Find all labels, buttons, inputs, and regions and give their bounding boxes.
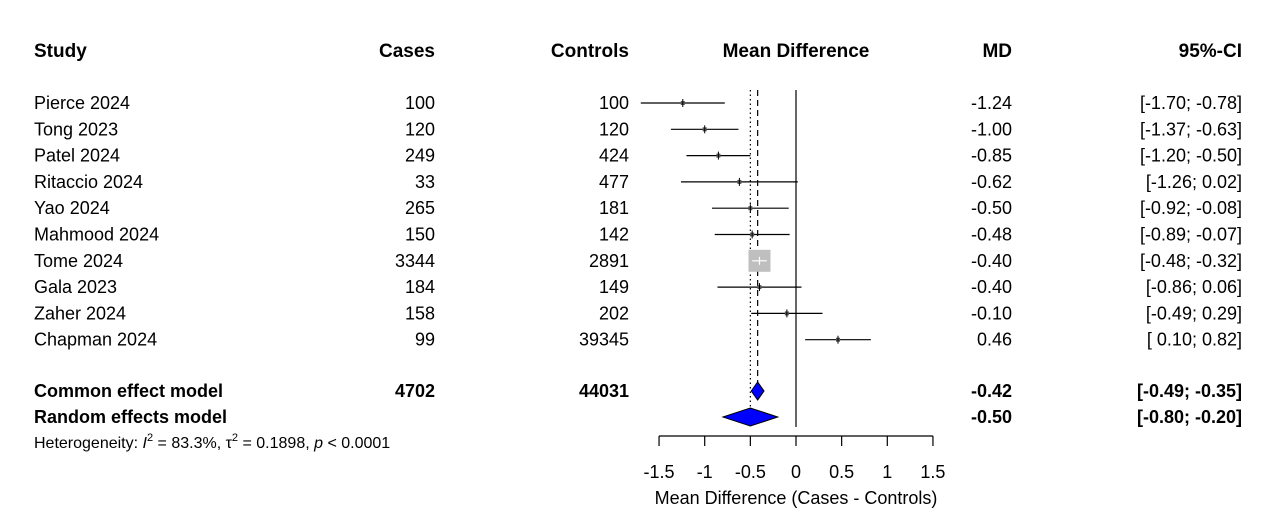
md-value: -0.40 [971,277,1012,297]
study-name: Gala 2023 [34,277,117,297]
x-tick-label: -1 [697,462,713,482]
study-name: Chapman 2024 [34,330,157,350]
ci-value: [-0.89; -0.07] [1140,225,1242,245]
controls-count: 142 [599,225,629,245]
common-controls-total: 44031 [579,381,629,401]
common-md-value: -0.42 [971,381,1012,401]
ci-value: [-0.92; -0.08] [1140,198,1242,218]
table-row: Mahmood 2024 150 142 -0.48 [-0.89; -0.07] [34,225,1242,245]
common-ci-value: [-0.49; -0.35] [1137,381,1242,401]
ci-value: [-1.70; -0.78] [1140,93,1242,113]
md-value: 0.46 [977,330,1012,350]
controls-count: 2891 [589,251,629,271]
cases-count: 249 [405,146,435,166]
cases-count: 265 [405,198,435,218]
header-md: MD [982,41,1012,62]
table-row: Ritaccio 2024 33 477 -0.62 [-1.26; 0.02] [34,172,1242,192]
md-value: -0.50 [971,198,1012,218]
md-value: -0.10 [971,303,1012,323]
header-mean-difference: Mean Difference [723,41,870,62]
plot-area: -1.5 -1 -0.5 0 0.5 1 1.5 [640,90,945,482]
cases-count: 120 [405,119,435,139]
table-row: Patel 2024 249 424 -0.85 [-1.20; -0.50] [34,146,1242,166]
random-effects-label: Random effects model [34,407,227,427]
random-effects-row: Random effects model -0.50 [-0.80; -0.20] [34,407,1242,427]
table-row: Zaher 2024 158 202 -0.10 [-0.49; 0.29] [34,303,1242,323]
header-row: Study Cases Controls Mean Difference MD … [34,41,1242,62]
x-axis: -1.5 -1 -0.5 0 0.5 1 1.5 [644,435,945,482]
random-ci-value: [-0.80; -0.20] [1137,407,1242,427]
study-rows: Pierce 2024 100 100 -1.24 [-1.70; -0.78] Tong… [34,93,1242,427]
md-value: -1.24 [971,93,1012,113]
table-row: Chapman 2024 99 39345 0.46 [ 0.10; 0.82] [34,330,1242,350]
controls-count: 202 [599,303,629,323]
study-name: Tome 2024 [34,251,123,271]
ci-value: [-0.49; 0.29] [1146,303,1242,323]
study-name: Pierce 2024 [34,93,130,113]
table-row: Yao 2024 265 181 -0.50 [-0.92; -0.08] [34,198,1242,218]
random-md-value: -0.50 [971,407,1012,427]
study-name: Ritaccio 2024 [34,172,143,192]
header-study: Study [34,41,87,62]
ci-value: [-0.48; -0.32] [1140,251,1242,271]
md-value: -0.85 [971,146,1012,166]
header-cases: Cases [379,41,435,62]
cases-count: 158 [405,303,435,323]
table-row: Pierce 2024 100 100 -1.24 [-1.70; -0.78] [34,93,1242,113]
common-effect-diamond [750,381,765,401]
cases-count: 3344 [395,251,435,271]
header-ci: 95%-CI [1179,41,1242,62]
controls-count: 39345 [579,330,629,350]
common-effect-row: Common effect model 4702 44031 -0.42 [-0.49;… [34,381,1242,401]
md-value: -1.00 [971,119,1012,139]
controls-count: 120 [599,119,629,139]
random-effects-diamond [721,407,780,427]
table-row: Tome 2024 3344 2891 -0.40 [-0.48; -0.32] [34,251,1242,271]
study-name: Mahmood 2024 [34,225,159,245]
study-name: Patel 2024 [34,146,120,166]
controls-count: 100 [599,93,629,113]
common-effect-label: Common effect model [34,381,223,401]
table-row: Tong 2023 120 120 -1.00 [-1.37; -0.63] [34,119,1242,139]
cases-count: 150 [405,225,435,245]
x-tick-label: -1.5 [644,462,675,482]
cases-count: 184 [405,277,435,297]
cases-count: 33 [415,172,435,192]
x-tick-label: 1 [882,462,892,482]
ci-value: [-0.86; 0.06] [1146,277,1242,297]
common-cases-total: 4702 [395,381,435,401]
cases-count: 100 [405,93,435,113]
ci-value: [-1.26; 0.02] [1146,172,1242,192]
x-tick-label: 0.5 [829,462,854,482]
md-value: -0.40 [971,251,1012,271]
table-row: Gala 2023 184 149 -0.40 [-0.86; 0.06] [34,277,1242,297]
controls-count: 477 [599,172,629,192]
x-tick-label: 0 [791,462,801,482]
md-value: -0.62 [971,172,1012,192]
controls-count: 149 [599,277,629,297]
x-tick-label: 1.5 [920,462,945,482]
study-name: Yao 2024 [34,198,110,218]
ci-value: [ 0.10; 0.82] [1147,330,1242,350]
header-controls: Controls [551,41,629,62]
heterogeneity-text: Heterogeneity: I2 = 83.3%, τ2 = 0.1898, … [34,432,390,452]
controls-count: 424 [599,146,629,166]
x-axis-label: Mean Difference (Cases - Controls) [655,488,938,508]
ci-value: [-1.20; -0.50] [1140,146,1242,166]
x-tick-label: -0.5 [735,462,766,482]
study-name: Zaher 2024 [34,303,126,323]
ci-value: [-1.37; -0.63] [1140,119,1242,139]
study-name: Tong 2023 [34,119,118,139]
md-value: -0.48 [971,225,1012,245]
controls-count: 181 [599,198,629,218]
cases-count: 99 [415,330,435,350]
